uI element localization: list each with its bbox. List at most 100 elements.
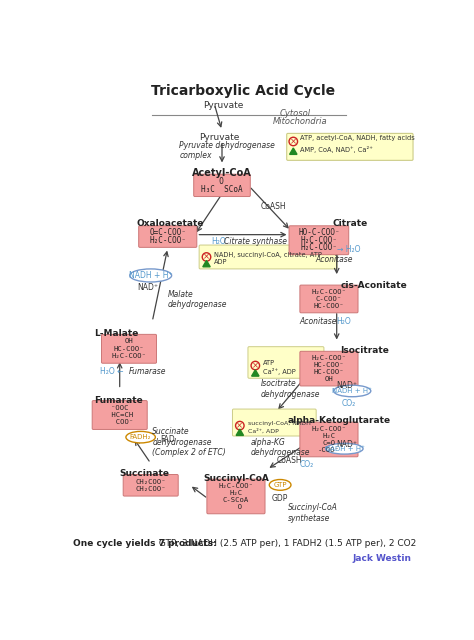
Text: ×: × xyxy=(290,137,297,146)
Text: C-SCoA: C-SCoA xyxy=(223,497,249,503)
FancyBboxPatch shape xyxy=(194,174,250,196)
Text: Succinyl-CoA
synthetase: Succinyl-CoA synthetase xyxy=(288,504,338,523)
Text: HC-COO⁻: HC-COO⁻ xyxy=(114,346,144,352)
Text: AMP, CoA, NAD⁺, Ca²⁺: AMP, CoA, NAD⁺, Ca²⁺ xyxy=(300,147,373,154)
Text: Citrate synthase: Citrate synthase xyxy=(224,237,287,246)
Text: NAD⁺: NAD⁺ xyxy=(337,440,358,449)
Text: Citrate: Citrate xyxy=(332,220,367,228)
Text: ATP: ATP xyxy=(263,360,275,366)
Text: COO⁻: COO⁻ xyxy=(107,419,133,426)
Text: alpha-KG
dehydrogenase: alpha-KG dehydrogenase xyxy=(251,438,310,458)
Text: H₂C: H₂C xyxy=(229,490,243,496)
Text: Succinyl-CoA: Succinyl-CoA xyxy=(203,474,269,483)
Text: HC-COO⁻: HC-COO⁻ xyxy=(314,369,344,375)
Text: C=O: C=O xyxy=(322,440,336,446)
Polygon shape xyxy=(203,260,210,267)
Text: Isocitrate: Isocitrate xyxy=(341,346,390,355)
Text: Cytosol: Cytosol xyxy=(280,109,311,118)
Ellipse shape xyxy=(269,479,291,490)
Text: H₂O: H₂O xyxy=(337,317,351,326)
Text: Malate
dehydrogenase: Malate dehydrogenase xyxy=(168,290,227,310)
Text: succinyl-CoA, NADH: succinyl-CoA, NADH xyxy=(247,421,310,426)
Ellipse shape xyxy=(126,431,155,443)
Text: HC=CH: HC=CH xyxy=(107,412,133,418)
FancyBboxPatch shape xyxy=(287,133,413,161)
Text: H₂O: H₂O xyxy=(211,237,226,246)
Text: Mitochondria: Mitochondria xyxy=(273,117,327,126)
Text: GTP, 3 NADH (2.5 ATP per), 1 FADH2 (1.5 ATP per), 2 CO2: GTP, 3 NADH (2.5 ATP per), 1 FADH2 (1.5 … xyxy=(156,539,416,548)
Text: CoASH: CoASH xyxy=(276,456,302,465)
Text: Succinate
dehydrogenase
(Complex 2 of ETC): Succinate dehydrogenase (Complex 2 of ET… xyxy=(152,427,226,457)
Text: Pyruvate: Pyruvate xyxy=(200,133,240,142)
Text: GTP: GTP xyxy=(273,482,287,488)
FancyBboxPatch shape xyxy=(101,334,156,364)
FancyBboxPatch shape xyxy=(248,347,324,378)
FancyBboxPatch shape xyxy=(289,226,349,255)
Text: Ca²⁺, ADP: Ca²⁺, ADP xyxy=(263,368,296,375)
Ellipse shape xyxy=(130,269,172,282)
Text: Jack Westin: Jack Westin xyxy=(353,554,412,563)
Text: ×: × xyxy=(203,252,210,262)
Text: ADP: ADP xyxy=(214,259,228,266)
FancyBboxPatch shape xyxy=(199,245,337,269)
Text: L-Malate: L-Malate xyxy=(94,330,138,339)
FancyBboxPatch shape xyxy=(300,422,358,457)
Text: CO₂: CO₂ xyxy=(342,399,356,408)
FancyBboxPatch shape xyxy=(300,285,358,313)
Text: H₂C-COO⁻: H₂C-COO⁻ xyxy=(149,236,186,244)
Text: H₂C-COO⁻: H₂C-COO⁻ xyxy=(111,353,146,359)
Text: NADH + H⁺: NADH + H⁺ xyxy=(332,388,372,394)
FancyBboxPatch shape xyxy=(123,474,178,496)
Text: FADH₂: FADH₂ xyxy=(130,434,151,440)
Text: HC-COO⁻: HC-COO⁻ xyxy=(314,303,344,309)
Text: Pyruvate: Pyruvate xyxy=(202,101,243,111)
Text: One cycle yields 7 products:: One cycle yields 7 products: xyxy=(73,539,217,548)
Text: Aconitase: Aconitase xyxy=(300,317,337,326)
Text: Tricarboxylic Acid Cycle: Tricarboxylic Acid Cycle xyxy=(151,84,335,99)
Polygon shape xyxy=(252,370,259,376)
FancyBboxPatch shape xyxy=(207,479,265,514)
Text: cis-Aconitate: cis-Aconitate xyxy=(341,281,407,290)
FancyBboxPatch shape xyxy=(232,409,316,436)
Text: H₂C-COO⁻: H₂C-COO⁻ xyxy=(311,355,346,361)
Text: H₂O ←: H₂O ← xyxy=(100,367,123,376)
Text: Oxaloacetate: Oxaloacetate xyxy=(137,220,204,228)
Text: Fumarase: Fumarase xyxy=(129,367,166,376)
Text: O=C-COO⁻: O=C-COO⁻ xyxy=(149,228,186,237)
Text: NAD⁺: NAD⁺ xyxy=(137,283,158,292)
Text: ATP, acetyl-CoA, NADH, fatty acids: ATP, acetyl-CoA, NADH, fatty acids xyxy=(300,136,415,141)
Text: Acetyl-CoA: Acetyl-CoA xyxy=(192,168,252,178)
Text: GDP: GDP xyxy=(272,494,288,503)
FancyBboxPatch shape xyxy=(300,351,358,386)
Text: Succinate: Succinate xyxy=(119,470,170,479)
Text: H₂C-COO⁻: H₂C-COO⁻ xyxy=(311,426,346,432)
Text: H₂C: H₂C xyxy=(322,433,336,439)
Text: OH: OH xyxy=(125,339,133,344)
Text: Pyruvate dehydrogenase
complex: Pyruvate dehydrogenase complex xyxy=(179,141,275,160)
Text: ×: × xyxy=(237,421,243,430)
Text: O: O xyxy=(229,504,243,510)
Text: CO₂: CO₂ xyxy=(300,460,314,469)
Text: NADH + H⁺: NADH + H⁺ xyxy=(129,271,173,280)
Text: NADH + H⁺: NADH + H⁺ xyxy=(325,445,365,452)
Text: HC-COO⁻: HC-COO⁻ xyxy=(314,362,344,368)
Ellipse shape xyxy=(334,385,371,397)
Text: H₂C-COO⁻: H₂C-COO⁻ xyxy=(301,243,337,252)
Text: NADH, succinyl-CoA, citrate, ATP: NADH, succinyl-CoA, citrate, ATP xyxy=(214,252,322,258)
Text: FAD: FAD xyxy=(160,435,175,444)
Text: H₃C  SCoA: H₃C SCoA xyxy=(201,185,243,194)
Text: CH₂COO⁻: CH₂COO⁻ xyxy=(136,479,166,484)
Text: CH₂COO⁻: CH₂COO⁻ xyxy=(136,486,166,492)
Ellipse shape xyxy=(326,444,363,454)
Text: H₂C-COO⁻: H₂C-COO⁻ xyxy=(301,236,337,244)
Text: NAD⁺: NAD⁺ xyxy=(337,381,358,390)
Text: O: O xyxy=(210,177,234,186)
Text: Fumarate: Fumarate xyxy=(94,396,143,405)
Polygon shape xyxy=(236,429,244,435)
Text: ×: × xyxy=(252,361,259,370)
Text: → H₂O: → H₂O xyxy=(337,244,360,253)
Text: Aconitase: Aconitase xyxy=(315,255,353,264)
Polygon shape xyxy=(290,148,297,154)
FancyBboxPatch shape xyxy=(139,226,197,247)
Text: H₂C-COO⁻: H₂C-COO⁻ xyxy=(219,483,254,489)
